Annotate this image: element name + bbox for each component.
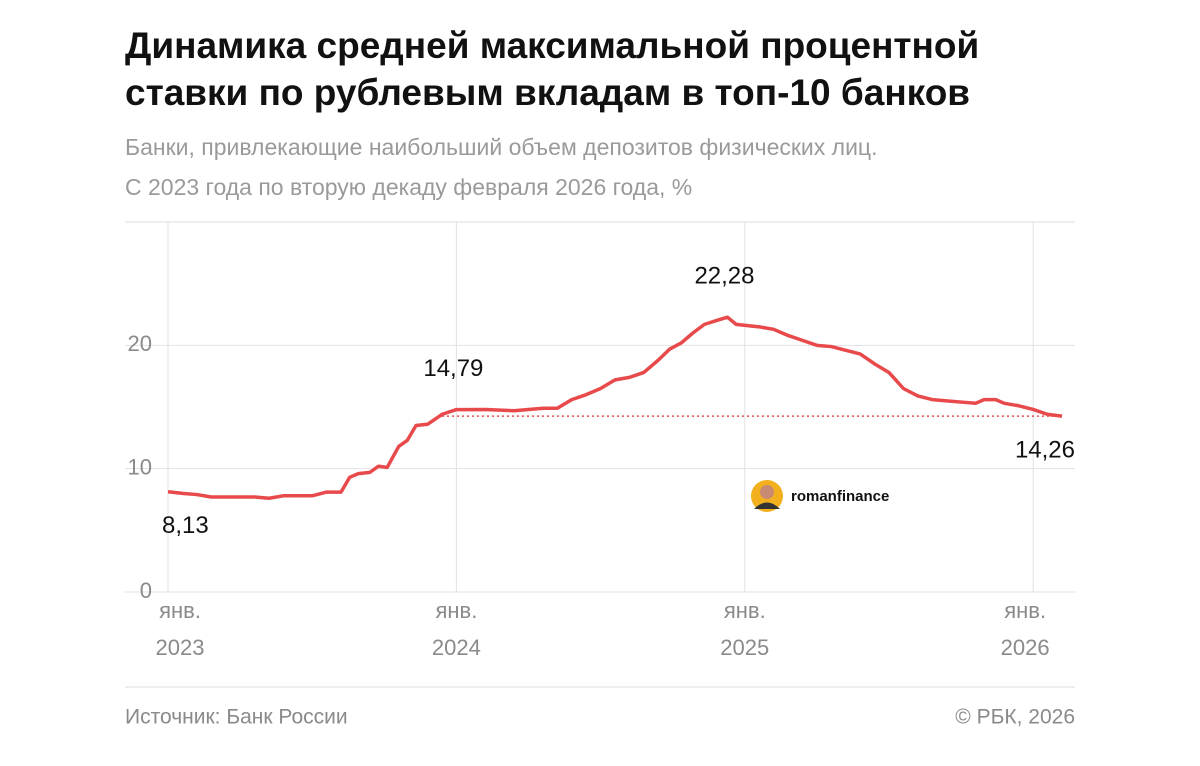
x-tick-label: янв. 2023 [155,598,205,660]
value-label: 14,26 [1015,436,1075,463]
y-tick-label: 0 [140,578,152,603]
copyright: © РБК, 2026 [955,706,1075,729]
x-tick-label: янв. 2026 [1000,598,1050,660]
y-tick-label: 10 [128,454,152,479]
source: Источник: Банк России [125,706,348,729]
watermark: romanfinance [791,488,889,505]
value-label: 14,79 [423,355,483,382]
y-tick-label: 20 [128,331,152,356]
chart-title: Динамика средней максимальной процентной [125,25,979,66]
avatar [760,485,774,499]
chart-title: ставки по рублевым вкладам в топ-10 банк… [125,72,970,113]
value-label: 8,13 [162,512,209,539]
line-series [167,315,1063,501]
x-tick-label: янв. 2025 [720,598,770,660]
x-tick-label: янв. 2024 [431,598,481,660]
subtitle: Банки, привлекающие наибольший объем деп… [125,134,878,160]
subtitle: С 2023 года по вторую декаду февраля 202… [125,174,692,200]
avatar [754,502,780,509]
value-label: 22,28 [694,263,754,290]
